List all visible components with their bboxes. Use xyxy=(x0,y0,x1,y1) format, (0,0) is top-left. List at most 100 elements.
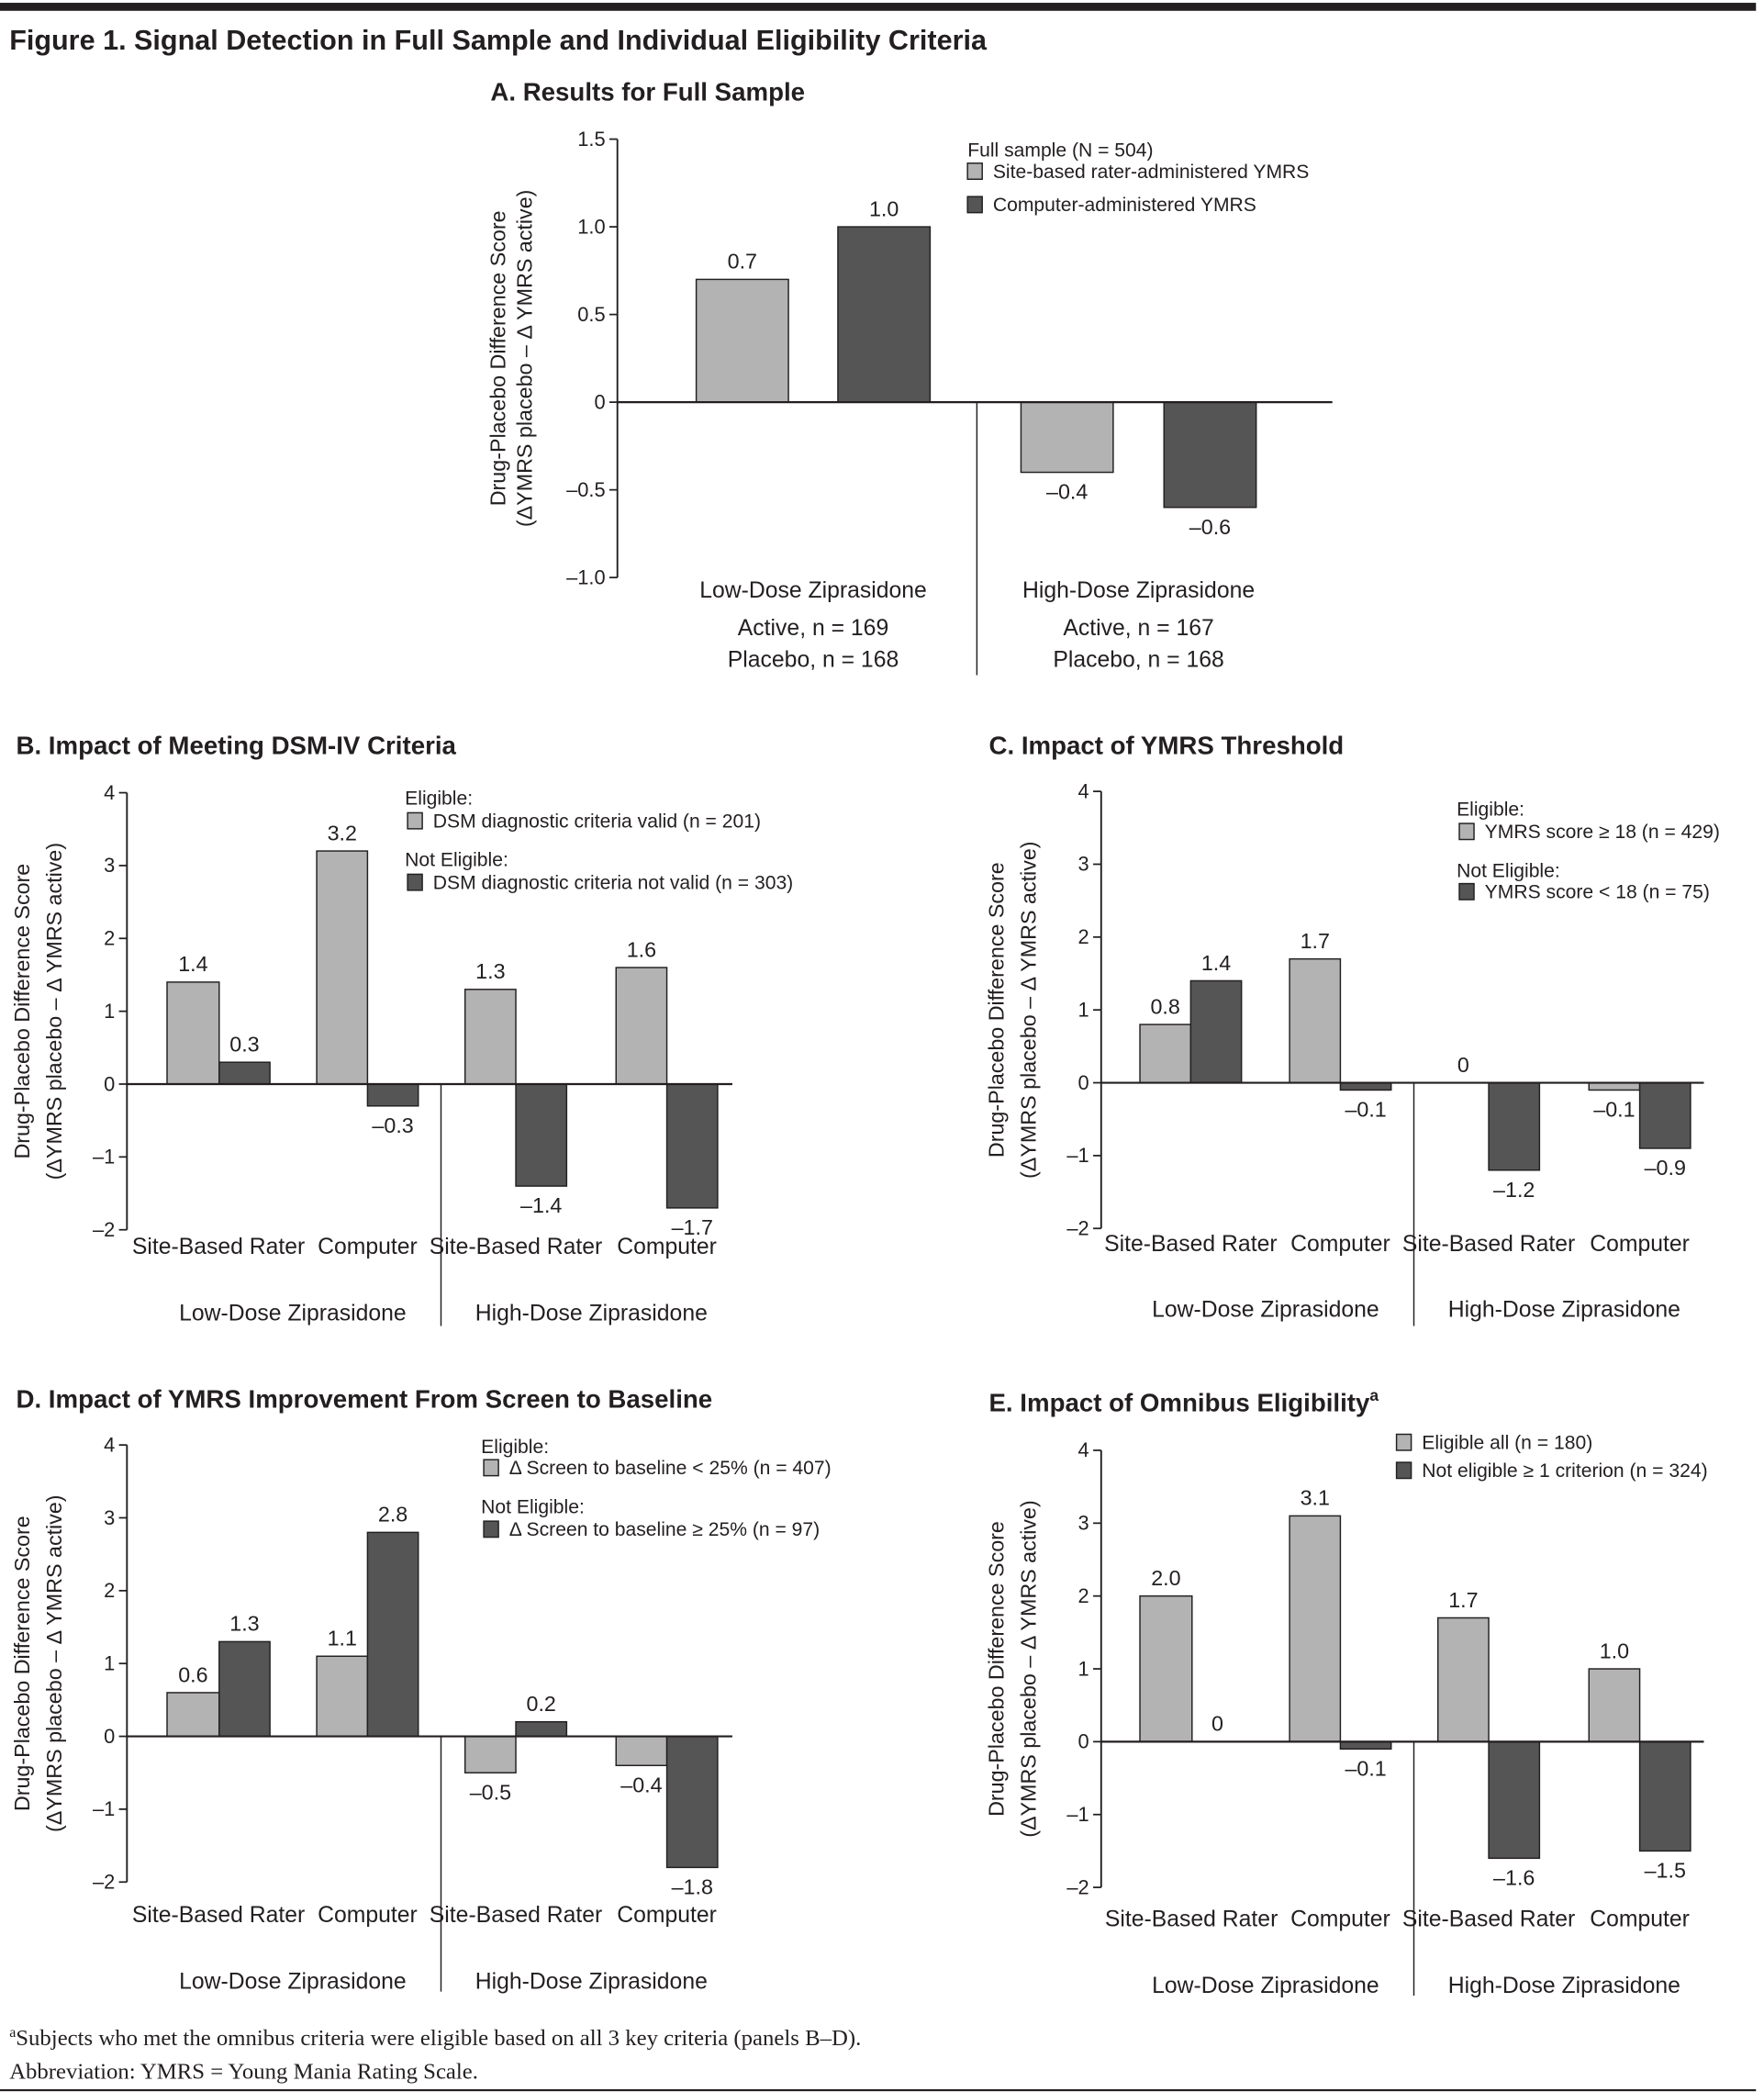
legend-swatch xyxy=(483,1520,499,1538)
footnote-marker: a xyxy=(9,2025,16,2041)
legend-header: Eligible: xyxy=(1457,799,1524,820)
legend-header: Not Eligible: xyxy=(481,1496,585,1517)
category-label: Computer xyxy=(617,1903,717,1928)
bar xyxy=(1488,1740,1541,1860)
legend-label: Site-based rater-administered YMRS xyxy=(993,162,1310,183)
panel-a: A. Results for Full Sample Drug-Placebo D… xyxy=(486,77,1333,676)
y-tick-label: 4 xyxy=(1078,1438,1089,1461)
y-tick-label: –2 xyxy=(1066,1875,1089,1898)
legend-label: Δ Screen to baseline ≥ 25% (n = 97) xyxy=(509,1519,820,1540)
bar xyxy=(463,1735,517,1773)
bar-value-label: –0.4 xyxy=(620,1773,662,1796)
bar xyxy=(1638,1740,1691,1852)
legend-label: Δ Screen to baseline < 25% (n = 407) xyxy=(509,1458,832,1479)
y-tick-label: 1 xyxy=(104,1651,115,1674)
group-sublabel: Active, n = 167 xyxy=(1063,616,1213,641)
bar xyxy=(1289,957,1342,1084)
y-tick-label: –2 xyxy=(93,1871,115,1894)
bar xyxy=(316,850,369,1085)
y-tick-label: 4 xyxy=(104,1433,115,1456)
legend-swatch xyxy=(1395,1433,1412,1451)
category-label: Site-Based Rater xyxy=(1104,1232,1277,1257)
y-tick-label: 2 xyxy=(104,927,115,950)
panel-title-text: C. Impact of YMRS Threshold xyxy=(988,731,1344,759)
category-label: Site-Based Rater xyxy=(1402,1907,1575,1931)
bar-value-label: 1.3 xyxy=(229,1612,259,1636)
panel-title: C. Impact of YMRS Threshold xyxy=(988,731,1344,759)
category-label: Site-Based Rater xyxy=(1105,1907,1278,1931)
y-axis-label: (ΔYMRS placebo – Δ YMRS active) xyxy=(1016,841,1040,1179)
bar-value-label: –0.5 xyxy=(470,1780,511,1804)
bar-value-label: –1.8 xyxy=(672,1875,713,1899)
bar-value-label: –0.6 xyxy=(1189,515,1231,539)
bar-value-label: 3.1 xyxy=(1301,1486,1330,1510)
y-tick-label: 3 xyxy=(1078,1512,1089,1535)
panel-title: A. Results for Full Sample xyxy=(490,77,805,106)
category-label: Computer xyxy=(1290,1907,1390,1931)
y-axis-label: Drug-Placebo Difference Score xyxy=(985,1521,1009,1817)
bar-value-label: 3.2 xyxy=(328,821,357,845)
bar xyxy=(366,1083,419,1107)
y-tick-label: 4 xyxy=(104,781,115,804)
y-axis-label: Drug-Placebo Difference Score xyxy=(985,862,1009,1158)
bar-value-label: 1.6 xyxy=(627,937,656,961)
y-axis-label: Drug-Placebo Difference Score xyxy=(10,1516,34,1811)
group-label: Low-Dose Ziprasidone xyxy=(699,578,927,603)
bar-value-label: –1.5 xyxy=(1645,1859,1686,1883)
legend-header: Eligible: xyxy=(481,1437,549,1458)
y-tick-label: 1.5 xyxy=(577,128,605,151)
bar xyxy=(665,1083,719,1209)
bar xyxy=(1020,401,1114,474)
bar xyxy=(615,967,668,1085)
panel-title: B. Impact of Meeting DSM-IV Criteria xyxy=(16,731,456,759)
group-sublabel: Placebo, n = 168 xyxy=(1053,648,1223,673)
bar-value-label: 1.3 xyxy=(475,959,505,983)
bar-value-label: –0.3 xyxy=(372,1113,413,1137)
bar xyxy=(1588,1668,1641,1743)
bar-value-label: 0.8 xyxy=(1150,994,1179,1018)
legend-label: YMRS score ≥ 18 (n = 429) xyxy=(1485,822,1720,843)
group-label: High-Dose Ziprasidone xyxy=(475,1970,708,1995)
y-tick-label: –2 xyxy=(93,1218,115,1241)
bar-value-label: –1.4 xyxy=(520,1193,562,1217)
panel-title: E. Impact of Omnibus Eligibilitya xyxy=(988,1386,1379,1417)
legend-swatch xyxy=(483,1459,499,1477)
bar xyxy=(1638,1081,1691,1149)
y-tick-label: 0.5 xyxy=(577,303,605,326)
bar xyxy=(1139,1594,1193,1743)
group-label: Low-Dose Ziprasidone xyxy=(179,1302,407,1326)
y-tick-label: 2 xyxy=(1078,925,1089,948)
bar xyxy=(166,981,220,1085)
legend: Eligible:Not Eligible:DSM diagnostic cri… xyxy=(405,789,793,894)
bar-value-label: –0.9 xyxy=(1645,1156,1686,1180)
bar xyxy=(1163,401,1257,509)
y-tick-label: 1.0 xyxy=(577,215,605,238)
bar xyxy=(1488,1081,1541,1171)
y-tick-label: 2 xyxy=(104,1579,115,1602)
bar-value-label: 0.6 xyxy=(178,1662,207,1686)
y-tick-label: 1 xyxy=(104,1000,115,1023)
category-label: Computer xyxy=(1290,1232,1390,1257)
bar-value-label: 0.2 xyxy=(527,1692,556,1716)
figure-title: Figure 1. Signal Detection in Full Sampl… xyxy=(9,25,988,56)
legend-swatch xyxy=(1458,882,1475,901)
legend-label: YMRS score < 18 (n = 75) xyxy=(1485,882,1710,903)
y-tick-label: 1 xyxy=(1078,1657,1089,1680)
footnote-1: aSubjects who met the omnibus criteria w… xyxy=(9,2025,861,2051)
y-tick-label: 2 xyxy=(1078,1584,1089,1607)
bar-value-label: 1.0 xyxy=(869,196,899,220)
legend-header: Eligible: xyxy=(405,789,473,810)
bar-value-label: 1.4 xyxy=(1201,951,1231,975)
legend-title: Full sample (N = 504) xyxy=(967,140,1153,161)
legend-label: DSM diagnostic criteria valid (n = 201) xyxy=(433,811,761,832)
category-label: Computer xyxy=(1590,1232,1690,1257)
bar-value-label: 1.7 xyxy=(1301,929,1330,953)
category-label: Site-Based Rater xyxy=(430,1903,602,1928)
y-tick-label: 1 xyxy=(1078,998,1089,1021)
bar xyxy=(515,1720,568,1738)
bar-value-label: 0 xyxy=(1211,1712,1223,1736)
y-tick-label: –1 xyxy=(1066,1144,1089,1167)
panel-d: D. Impact of YMRS Improvement From Scree… xyxy=(10,1384,832,1994)
group-label: Low-Dose Ziprasidone xyxy=(179,1970,407,1995)
